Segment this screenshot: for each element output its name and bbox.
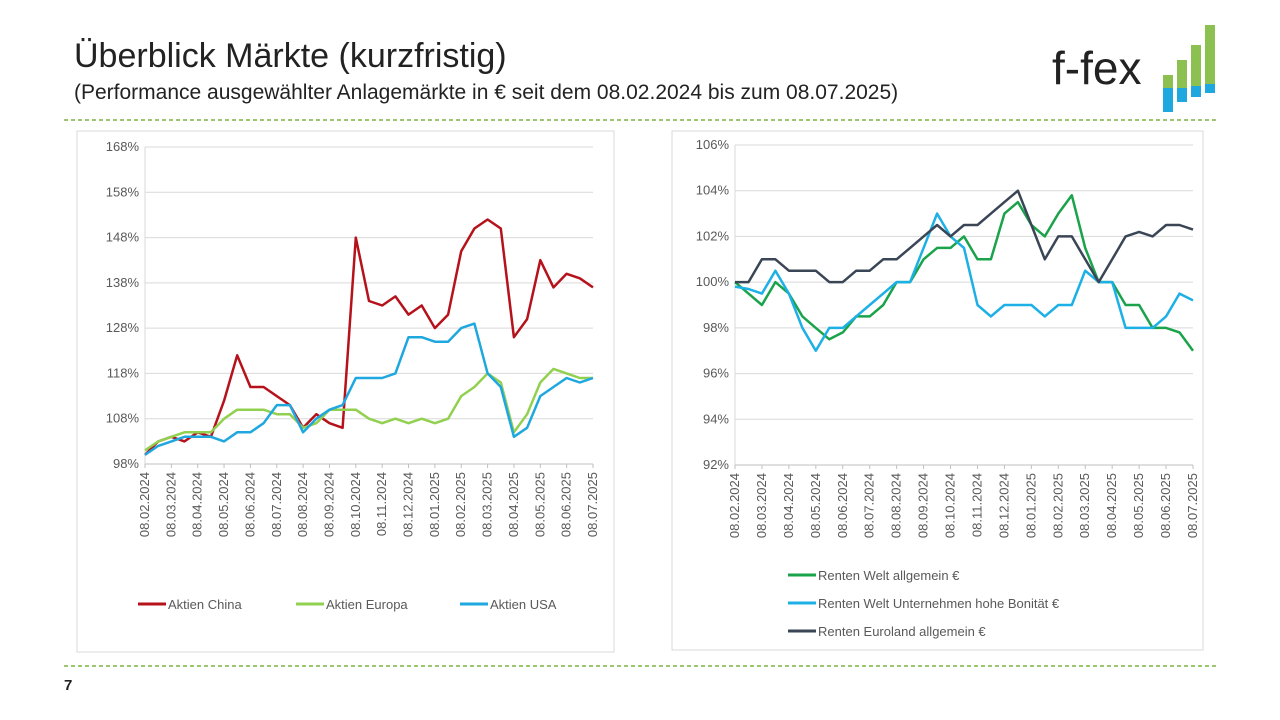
x-tick-label: 08.01.2025 bbox=[427, 472, 442, 537]
x-tick-label: 08.08.2024 bbox=[295, 472, 310, 537]
x-tick-label: 08.06.2024 bbox=[242, 472, 257, 537]
legend-label: Aktien Europa bbox=[326, 597, 408, 612]
x-tick-label: 08.09.2024 bbox=[321, 472, 336, 537]
y-tick-label: 148% bbox=[106, 230, 140, 245]
y-tick-label: 158% bbox=[106, 184, 140, 199]
x-tick-label: 08.04.2024 bbox=[190, 472, 205, 537]
y-tick-label: 94% bbox=[703, 411, 729, 426]
x-tick-label: 08.06.2025 bbox=[559, 472, 574, 537]
x-tick-label: 08.05.2025 bbox=[1131, 473, 1146, 538]
x-tick-label: 08.05.2024 bbox=[216, 472, 231, 537]
page-number: 7 bbox=[64, 677, 72, 694]
x-tick-label: 08.04.2025 bbox=[506, 472, 521, 537]
legend-label: Aktien China bbox=[168, 597, 242, 612]
x-tick-label: 08.03.2024 bbox=[163, 472, 178, 537]
logo-bar bbox=[1191, 86, 1201, 97]
series-line bbox=[735, 189, 1194, 284]
x-tick-label: 08.12.2024 bbox=[401, 472, 416, 537]
legend-label: Renten Welt allgemein € bbox=[818, 568, 960, 583]
y-tick-label: 92% bbox=[703, 457, 729, 472]
series-line bbox=[144, 322, 594, 456]
x-tick-label: 08.07.2024 bbox=[862, 473, 877, 538]
logo-bar bbox=[1191, 45, 1201, 97]
x-tick-label: 08.10.2024 bbox=[348, 472, 363, 537]
y-tick-label: 128% bbox=[106, 320, 140, 335]
y-tick-label: 108% bbox=[106, 411, 140, 426]
x-tick-label: 08.07.2025 bbox=[585, 472, 600, 537]
y-tick-label: 106% bbox=[696, 137, 730, 152]
legend-label: Renten Euroland allgemein € bbox=[818, 624, 986, 639]
y-tick-label: 118% bbox=[107, 365, 140, 380]
x-tick-label: 08.03.2025 bbox=[480, 472, 495, 537]
y-tick-label: 104% bbox=[696, 183, 730, 198]
y-tick-label: 138% bbox=[106, 275, 140, 290]
slide-title: Überblick Märkte (kurzfristig) bbox=[74, 37, 507, 75]
x-tick-label: 08.06.2025 bbox=[1158, 473, 1173, 538]
logo-bar bbox=[1177, 60, 1187, 102]
legend-label: Renten Welt Unternehmen hohe Bonität € bbox=[818, 596, 1060, 611]
x-tick-label: 08.01.2025 bbox=[1023, 473, 1038, 538]
chart-frame bbox=[671, 130, 1204, 651]
x-tick-label: 08.04.2025 bbox=[1104, 473, 1119, 538]
x-tick-label: 08.12.2024 bbox=[996, 473, 1011, 538]
x-tick-label: 08.11.2024 bbox=[969, 473, 984, 537]
series-line bbox=[144, 218, 594, 456]
logo-bars bbox=[1163, 25, 1215, 112]
series-line bbox=[734, 194, 1195, 352]
logo-bar bbox=[1163, 88, 1173, 112]
logo-bar bbox=[1177, 88, 1187, 102]
x-tick-label: 08.05.2024 bbox=[808, 473, 823, 538]
series-line bbox=[144, 367, 593, 452]
x-tick-label: 08.02.2025 bbox=[1050, 473, 1065, 538]
y-tick-label: 168% bbox=[106, 139, 140, 154]
y-tick-label: 98% bbox=[703, 320, 729, 335]
x-tick-label: 08.05.2025 bbox=[532, 472, 547, 537]
y-tick-label: 98% bbox=[113, 456, 139, 471]
x-tick-label: 08.11.2024 bbox=[374, 472, 389, 536]
legend-label: Aktien USA bbox=[490, 597, 557, 612]
y-tick-label: 102% bbox=[696, 228, 730, 243]
logo-bar bbox=[1205, 25, 1215, 93]
x-tick-label: 08.08.2024 bbox=[889, 473, 904, 538]
x-tick-label: 08.03.2025 bbox=[1077, 473, 1092, 538]
y-tick-label: 100% bbox=[696, 274, 730, 289]
x-tick-label: 08.07.2025 bbox=[1185, 473, 1200, 538]
x-tick-label: 08.06.2024 bbox=[835, 473, 850, 538]
logo-bar bbox=[1205, 84, 1215, 93]
x-tick-label: 08.07.2024 bbox=[269, 472, 284, 537]
chart-frame bbox=[76, 130, 615, 653]
x-tick-label: 08.02.2024 bbox=[137, 472, 152, 537]
series-line bbox=[734, 212, 1194, 352]
slide-subtitle: (Performance ausgewählter Anlagemärkte i… bbox=[74, 81, 898, 104]
x-tick-label: 08.10.2024 bbox=[943, 473, 958, 538]
x-tick-label: 08.03.2024 bbox=[754, 473, 769, 538]
x-tick-label: 08.09.2024 bbox=[916, 473, 931, 538]
y-tick-label: 96% bbox=[703, 366, 729, 381]
x-tick-label: 08.04.2024 bbox=[781, 473, 796, 538]
logo-text: f-fex bbox=[1052, 42, 1141, 94]
x-tick-label: 08.02.2024 bbox=[727, 473, 742, 538]
x-tick-label: 08.02.2025 bbox=[453, 472, 468, 537]
